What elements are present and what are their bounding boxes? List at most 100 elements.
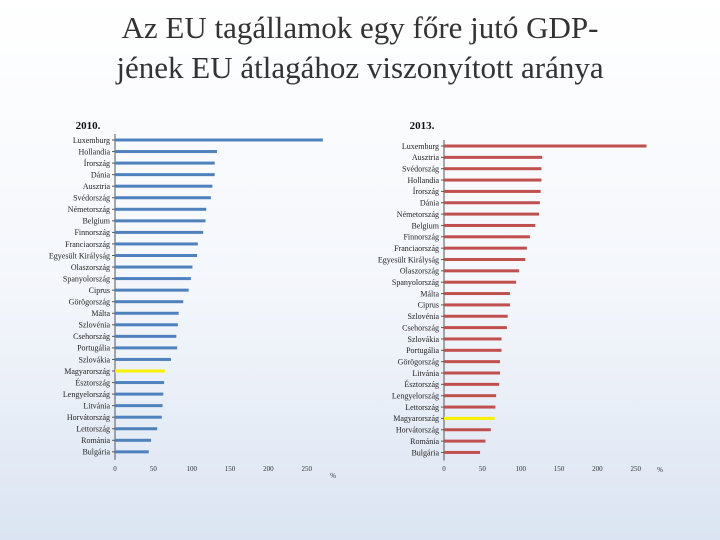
bar-left-1	[115, 150, 218, 154]
category-label-left-13: Ciprus	[89, 286, 110, 295]
bar-left-5	[115, 196, 211, 200]
bar-left-3	[115, 173, 215, 177]
category-label-right-25: Horvátország	[396, 426, 439, 435]
category-label-right-3: Hollandia	[407, 176, 439, 185]
bar-left-11	[115, 265, 193, 269]
category-label-left-1: Hollandia	[78, 147, 110, 156]
category-label-right-7: Belgium	[411, 221, 439, 230]
bar-right-27	[444, 450, 481, 454]
bar-left-18	[115, 346, 178, 350]
category-label-left-27: Bulgária	[82, 448, 110, 457]
bar-left-9	[115, 242, 198, 246]
category-label-right-9: Franciaország	[394, 244, 439, 253]
category-label-right-16: Csehország	[402, 323, 439, 332]
category-label-left-18: Portugália	[77, 344, 110, 353]
category-label-right-24: Magyarország	[393, 414, 439, 423]
category-label-right-26: Románia	[410, 437, 439, 446]
category-label-left-19: Szlovákia	[78, 355, 110, 364]
right-x-tick-label-4: 200	[592, 465, 603, 473]
category-label-right-23: Lettország	[405, 403, 439, 412]
category-label-left-0: Luxemburg	[73, 136, 110, 145]
bar-right-21	[444, 382, 500, 386]
category-label-left-23: Litvánia	[83, 401, 110, 410]
category-label-right-14: Ciprus	[418, 301, 439, 310]
category-label-left-14: Görögország	[69, 298, 110, 307]
left-x-tick-label-2: 100	[186, 465, 197, 473]
left-x-tick-label-3: 150	[225, 465, 236, 473]
category-label-left-17: Csehország	[73, 332, 110, 341]
category-label-right-18: Portugália	[406, 346, 439, 355]
bar-right-0	[444, 144, 647, 148]
bar-left-17	[115, 334, 177, 338]
bar-left-4	[115, 184, 213, 188]
left-x-tick-label-0: 0	[113, 465, 117, 473]
category-label-right-17: Szlovákia	[407, 335, 439, 344]
bar-right-11	[444, 269, 520, 273]
category-label-left-21: Észtország	[75, 377, 110, 387]
bar-left-24	[115, 415, 162, 419]
bar-right-18	[444, 348, 502, 352]
bar-right-22	[444, 394, 497, 398]
category-label-right-15: Szlovénia	[407, 312, 439, 321]
bar-left-19	[115, 357, 171, 361]
category-label-right-21: Észtország	[404, 379, 439, 389]
bar-right-7	[444, 223, 536, 227]
category-label-right-27: Bulgária	[411, 448, 439, 457]
category-label-left-26: Románia	[81, 436, 110, 445]
category-label-right-4: Írország	[413, 186, 439, 196]
category-label-right-10: Egyesült Királyság	[378, 255, 439, 264]
bar-left-27	[115, 450, 149, 454]
bar-left-21	[115, 381, 165, 385]
category-label-left-9: Franciaország	[65, 240, 110, 249]
bar-left-20	[115, 369, 165, 373]
category-label-left-22: Lengyelország	[63, 390, 110, 399]
bar-right-9	[444, 246, 527, 250]
bar-left-8	[115, 230, 204, 234]
bar-right-4	[444, 189, 541, 193]
bar-right-3	[444, 178, 542, 182]
bar-right-15	[444, 314, 508, 318]
left-unit-label: %	[330, 472, 336, 480]
category-label-left-7: Belgium	[82, 217, 110, 226]
category-label-left-24: Horvátország	[67, 413, 110, 422]
bar-right-6	[444, 212, 540, 216]
bar-left-0	[115, 138, 323, 142]
category-label-left-6: Németország	[68, 205, 110, 214]
bar-right-16	[444, 326, 507, 330]
bar-right-14	[444, 303, 510, 307]
category-label-right-6: Németország	[397, 210, 439, 219]
category-label-right-20: Litvánia	[412, 369, 439, 378]
category-label-right-5: Dánia	[420, 199, 440, 208]
bar-right-23	[444, 405, 496, 409]
bar-right-2	[444, 167, 542, 171]
bar-left-22	[115, 392, 164, 396]
bar-left-6	[115, 207, 207, 211]
bar-left-10	[115, 254, 198, 257]
category-label-right-8: Finnország	[403, 233, 439, 242]
right-chart-title: 2013.	[410, 120, 435, 132]
category-label-right-11: Olaszország	[400, 267, 439, 276]
bar-right-26	[444, 439, 486, 443]
right-x-tick-label-0: 0	[442, 465, 446, 473]
bar-right-25	[444, 428, 491, 432]
bar-right-12	[444, 280, 517, 284]
title-line-1: Az EU tagállamok egy főre jutó GDP-	[121, 10, 599, 45]
bar-right-24	[444, 416, 495, 420]
right-x-tick-label-3: 150	[554, 465, 565, 473]
left-x-tick-label-1: 50	[150, 465, 158, 473]
category-label-left-5: Svédország	[73, 194, 110, 203]
bar-right-5	[444, 201, 540, 205]
bar-left-2	[115, 161, 215, 165]
slide-title: Az EU tagállamok egy főre jutó GDP- jéne…	[0, 8, 720, 88]
category-label-left-12: Spanyolország	[63, 274, 110, 283]
category-label-left-4: Ausztria	[83, 182, 111, 191]
category-label-left-8: Finnország	[74, 228, 110, 237]
category-label-right-22: Lengyelország	[392, 392, 439, 401]
category-label-left-2: Írország	[84, 158, 110, 168]
category-label-left-10: Egyesült Királyság	[49, 251, 110, 260]
bar-right-19	[444, 360, 500, 364]
title-line-2: jének EU átlagához viszonyított aránya	[116, 50, 604, 85]
bar-right-10	[444, 258, 526, 261]
right-x-tick-label-1: 50	[479, 465, 487, 473]
